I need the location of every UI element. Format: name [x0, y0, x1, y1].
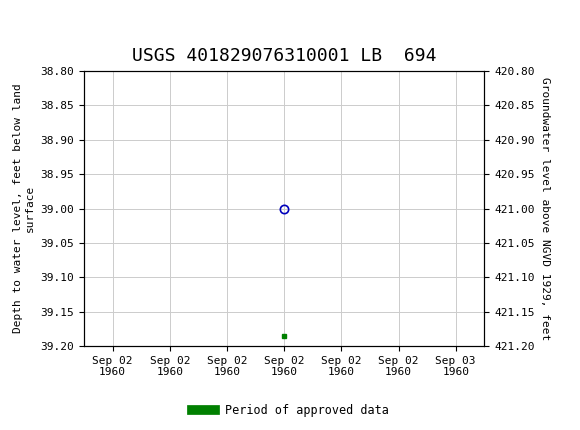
Y-axis label: Groundwater level above NGVD 1929, feet: Groundwater level above NGVD 1929, feet [540, 77, 550, 340]
Title: USGS 401829076310001 LB  694: USGS 401829076310001 LB 694 [132, 47, 436, 65]
Y-axis label: Depth to water level, feet below land
surface: Depth to water level, feet below land su… [13, 84, 35, 333]
Text: USGS: USGS [49, 9, 109, 28]
Legend: Period of approved data: Period of approved data [187, 399, 393, 422]
